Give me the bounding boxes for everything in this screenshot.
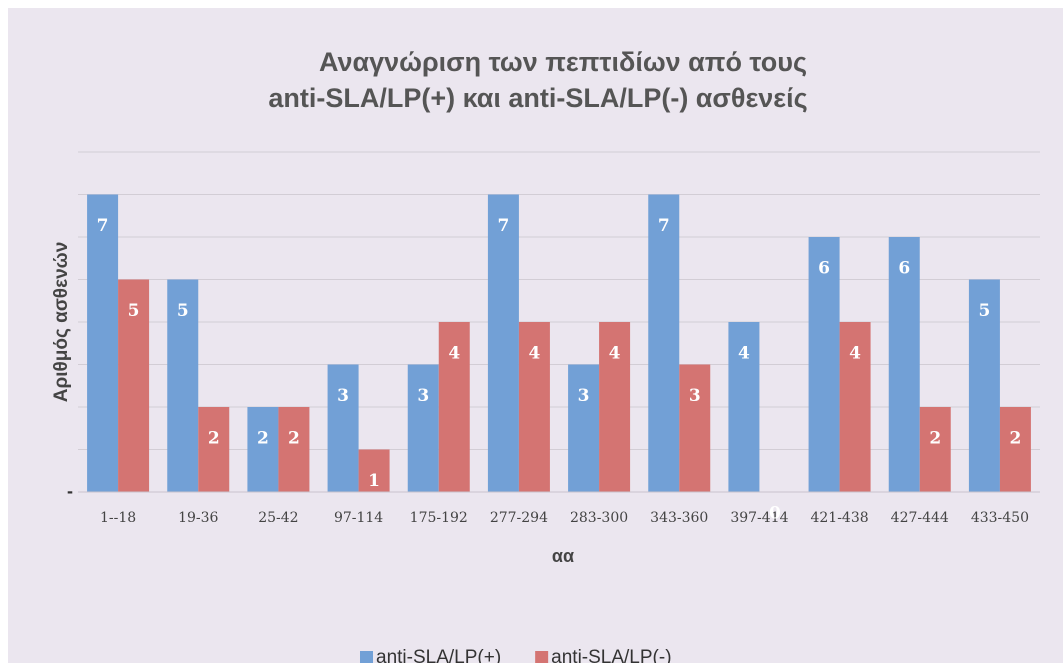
value-label: 7 <box>497 216 509 236</box>
legend-label: anti-SLA/LP(-) <box>551 647 671 663</box>
bar <box>487 194 519 492</box>
x-tick-label: 97-114 <box>334 510 383 526</box>
value-label: 7 <box>97 216 109 236</box>
bar <box>278 407 310 492</box>
bar <box>839 322 871 492</box>
x-tick-label: 343-360 <box>650 510 708 526</box>
chart-title: Αναγνώριση των πεπτιδίων από τους <box>319 47 807 77</box>
bar <box>438 322 470 492</box>
value-label: 4 <box>609 344 621 364</box>
x-tick-label: 1--18 <box>100 510 136 526</box>
chart-title: anti-SLA/LP(+) και anti-SLA/LP(-) ασθενε… <box>268 83 807 113</box>
value-label: 1 <box>368 471 380 491</box>
x-tick-label: 433-450 <box>971 510 1029 526</box>
bar <box>968 279 1000 492</box>
bar <box>407 364 439 492</box>
value-label: 3 <box>337 386 349 406</box>
x-tick-label: 421-438 <box>810 510 868 526</box>
value-label: 3 <box>578 386 590 406</box>
value-label: 6 <box>898 259 910 279</box>
value-label: 2 <box>257 429 269 449</box>
value-label: 5 <box>978 301 990 321</box>
x-tick-label: 19-36 <box>178 510 218 526</box>
value-label: 4 <box>448 344 460 364</box>
bar <box>198 407 230 492</box>
x-tick-label: 427-444 <box>891 510 949 526</box>
value-label: 6 <box>818 259 830 279</box>
value-label: 0 <box>769 504 781 524</box>
bar <box>358 449 390 492</box>
legend-label: anti-SLA/LP(+) <box>376 647 501 663</box>
bar <box>679 364 711 492</box>
value-label: 3 <box>689 386 701 406</box>
value-label: 4 <box>528 344 540 364</box>
bar <box>167 279 199 492</box>
bar <box>999 407 1031 492</box>
value-label: 4 <box>738 344 750 364</box>
y-axis-label: Αριθμός ασθενών <box>51 242 72 403</box>
value-label: 5 <box>177 301 189 321</box>
bar <box>568 364 600 492</box>
bar <box>888 237 920 492</box>
value-label: 2 <box>1009 429 1021 449</box>
legend-swatch <box>535 651 549 663</box>
x-tick-label: 277-294 <box>490 510 548 526</box>
y-tick-label: - <box>67 481 73 501</box>
x-tick-label: 397-414 <box>730 510 788 526</box>
bar <box>87 194 119 492</box>
bar <box>247 407 279 492</box>
value-label: 2 <box>208 429 220 449</box>
value-label: 5 <box>128 301 140 321</box>
bar <box>808 237 840 492</box>
value-label: 3 <box>417 386 429 406</box>
bar <box>518 322 550 492</box>
x-tick-label: 25-42 <box>258 510 298 526</box>
x-axis-label: αα <box>552 546 574 566</box>
value-label: 2 <box>929 429 941 449</box>
value-label: 4 <box>849 344 861 364</box>
bar <box>327 364 359 492</box>
bar <box>728 322 760 492</box>
value-label: 2 <box>288 429 300 449</box>
bar <box>648 194 680 492</box>
value-label: 7 <box>658 216 670 236</box>
bar <box>599 322 631 492</box>
x-tick-label: 283-300 <box>570 510 628 526</box>
bar <box>118 279 150 492</box>
bar <box>919 407 951 492</box>
legend-swatch <box>360 651 373 663</box>
x-tick-label: 175-192 <box>410 510 468 526</box>
